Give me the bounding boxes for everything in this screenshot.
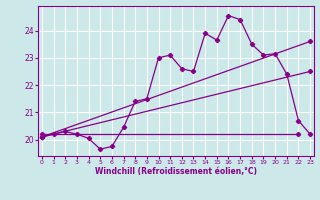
X-axis label: Windchill (Refroidissement éolien,°C): Windchill (Refroidissement éolien,°C) [95, 167, 257, 176]
